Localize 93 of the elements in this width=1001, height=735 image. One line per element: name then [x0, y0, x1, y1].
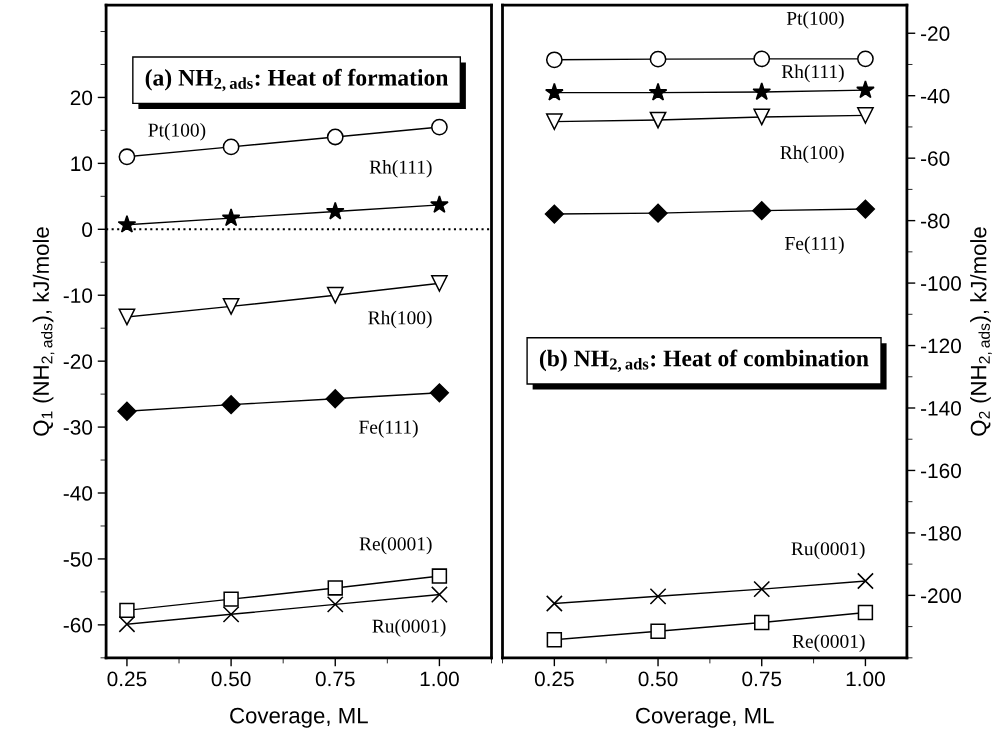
point	[753, 108, 771, 126]
point	[855, 199, 876, 219]
point	[857, 572, 874, 590]
point	[222, 605, 240, 623]
point	[117, 214, 137, 233]
series-label: Fe(111)	[785, 236, 844, 254]
y-tick-label: -60	[63, 617, 93, 633]
y-tick-label: -120	[921, 338, 961, 354]
point	[429, 383, 450, 403]
point	[752, 201, 772, 221]
x-axis-title: Coverage, ML	[636, 707, 774, 728]
series-label: Re(0001)	[359, 536, 432, 555]
point	[545, 113, 563, 131]
point	[650, 623, 666, 639]
series-label: Pt(100)	[786, 11, 844, 29]
point	[649, 587, 667, 605]
series-label: Re(0001)	[792, 634, 865, 652]
point	[327, 580, 343, 596]
point	[221, 208, 241, 227]
y-tick-label: -80	[921, 213, 950, 229]
y-tick-label: -10	[63, 288, 93, 303]
point	[544, 204, 564, 224]
point	[753, 580, 771, 598]
y-tick-label: 10	[71, 156, 93, 172]
point	[119, 602, 135, 619]
point	[325, 389, 345, 409]
point	[118, 615, 136, 633]
series-label: Ru(0001)	[372, 619, 446, 637]
y-tick-label: -30	[63, 420, 93, 435]
series-label: Pt(100)	[148, 122, 206, 141]
y-tick-label: 20	[70, 90, 93, 106]
series-label: Ru(0001)	[791, 541, 865, 560]
point	[648, 82, 668, 101]
x-tick-label: 0.50	[211, 671, 251, 687]
point	[545, 51, 563, 69]
y-tick-label: -60	[921, 151, 950, 166]
point	[648, 203, 668, 223]
y-tick-label: -140	[921, 401, 961, 416]
series-label: Rh(100)	[368, 310, 432, 329]
point	[222, 138, 240, 156]
y-tick-label: -160	[921, 463, 961, 479]
point	[223, 591, 239, 607]
series-label: Rh(111)	[781, 64, 844, 83]
point	[857, 50, 874, 68]
point	[326, 128, 344, 146]
point	[431, 568, 448, 584]
point	[431, 274, 448, 292]
point	[545, 595, 563, 612]
point	[118, 148, 136, 166]
point	[857, 106, 874, 124]
y-tick-label: -40	[921, 88, 950, 104]
x-axis-title: Coverage, ML	[230, 707, 368, 728]
point	[649, 111, 667, 129]
point	[754, 614, 770, 631]
x-tick-label: 1.00	[846, 671, 885, 687]
point	[431, 586, 448, 603]
x-tick-label: 0.75	[315, 671, 355, 687]
series-label: Rh(111)	[369, 159, 432, 178]
point	[857, 604, 874, 621]
point	[326, 596, 344, 613]
x-tick-label: 0.25	[107, 671, 147, 687]
y-tick-label: -100	[921, 276, 961, 291]
point	[326, 286, 344, 304]
x-tick-label: 0.75	[742, 671, 782, 687]
x-tick-label: 0.50	[638, 671, 678, 687]
series-label: Fe(111)	[359, 420, 418, 438]
point	[221, 395, 241, 415]
y-tick-label: 0	[82, 222, 93, 238]
y-tick-label: -20	[63, 354, 93, 369]
x-tick-label: 1.00	[420, 671, 459, 687]
y-tick-label: -40	[63, 486, 93, 501]
point	[431, 118, 448, 136]
point	[649, 50, 667, 68]
y-tick-label: -50	[63, 551, 93, 567]
point	[430, 195, 449, 213]
point	[117, 401, 137, 421]
point	[546, 632, 563, 648]
text: (b) NH$_{2,ads}$: Heat of combination	[539, 349, 869, 372]
y-axis-title: Q$_{2}$ (NH$_{2,ads}$), kJ/mole	[970, 227, 992, 436]
y-tick-label: -20	[921, 26, 950, 41]
y-tick-label: -200	[921, 588, 961, 604]
point	[856, 80, 875, 99]
point	[222, 298, 240, 315]
series-label: Rh(100)	[780, 145, 844, 164]
point	[118, 308, 136, 326]
text: (a) NH$_{2,ads}$: Heat of formation	[145, 68, 449, 92]
y-axis-title: Q$_{1}$ (NH$_{2,ads}$), kJ/mole	[32, 227, 55, 436]
point	[544, 82, 564, 101]
point	[325, 201, 345, 220]
y-tick-label: -180	[921, 525, 961, 541]
point	[753, 50, 771, 68]
point	[752, 82, 772, 101]
x-tick-label: 0.25	[534, 671, 574, 687]
